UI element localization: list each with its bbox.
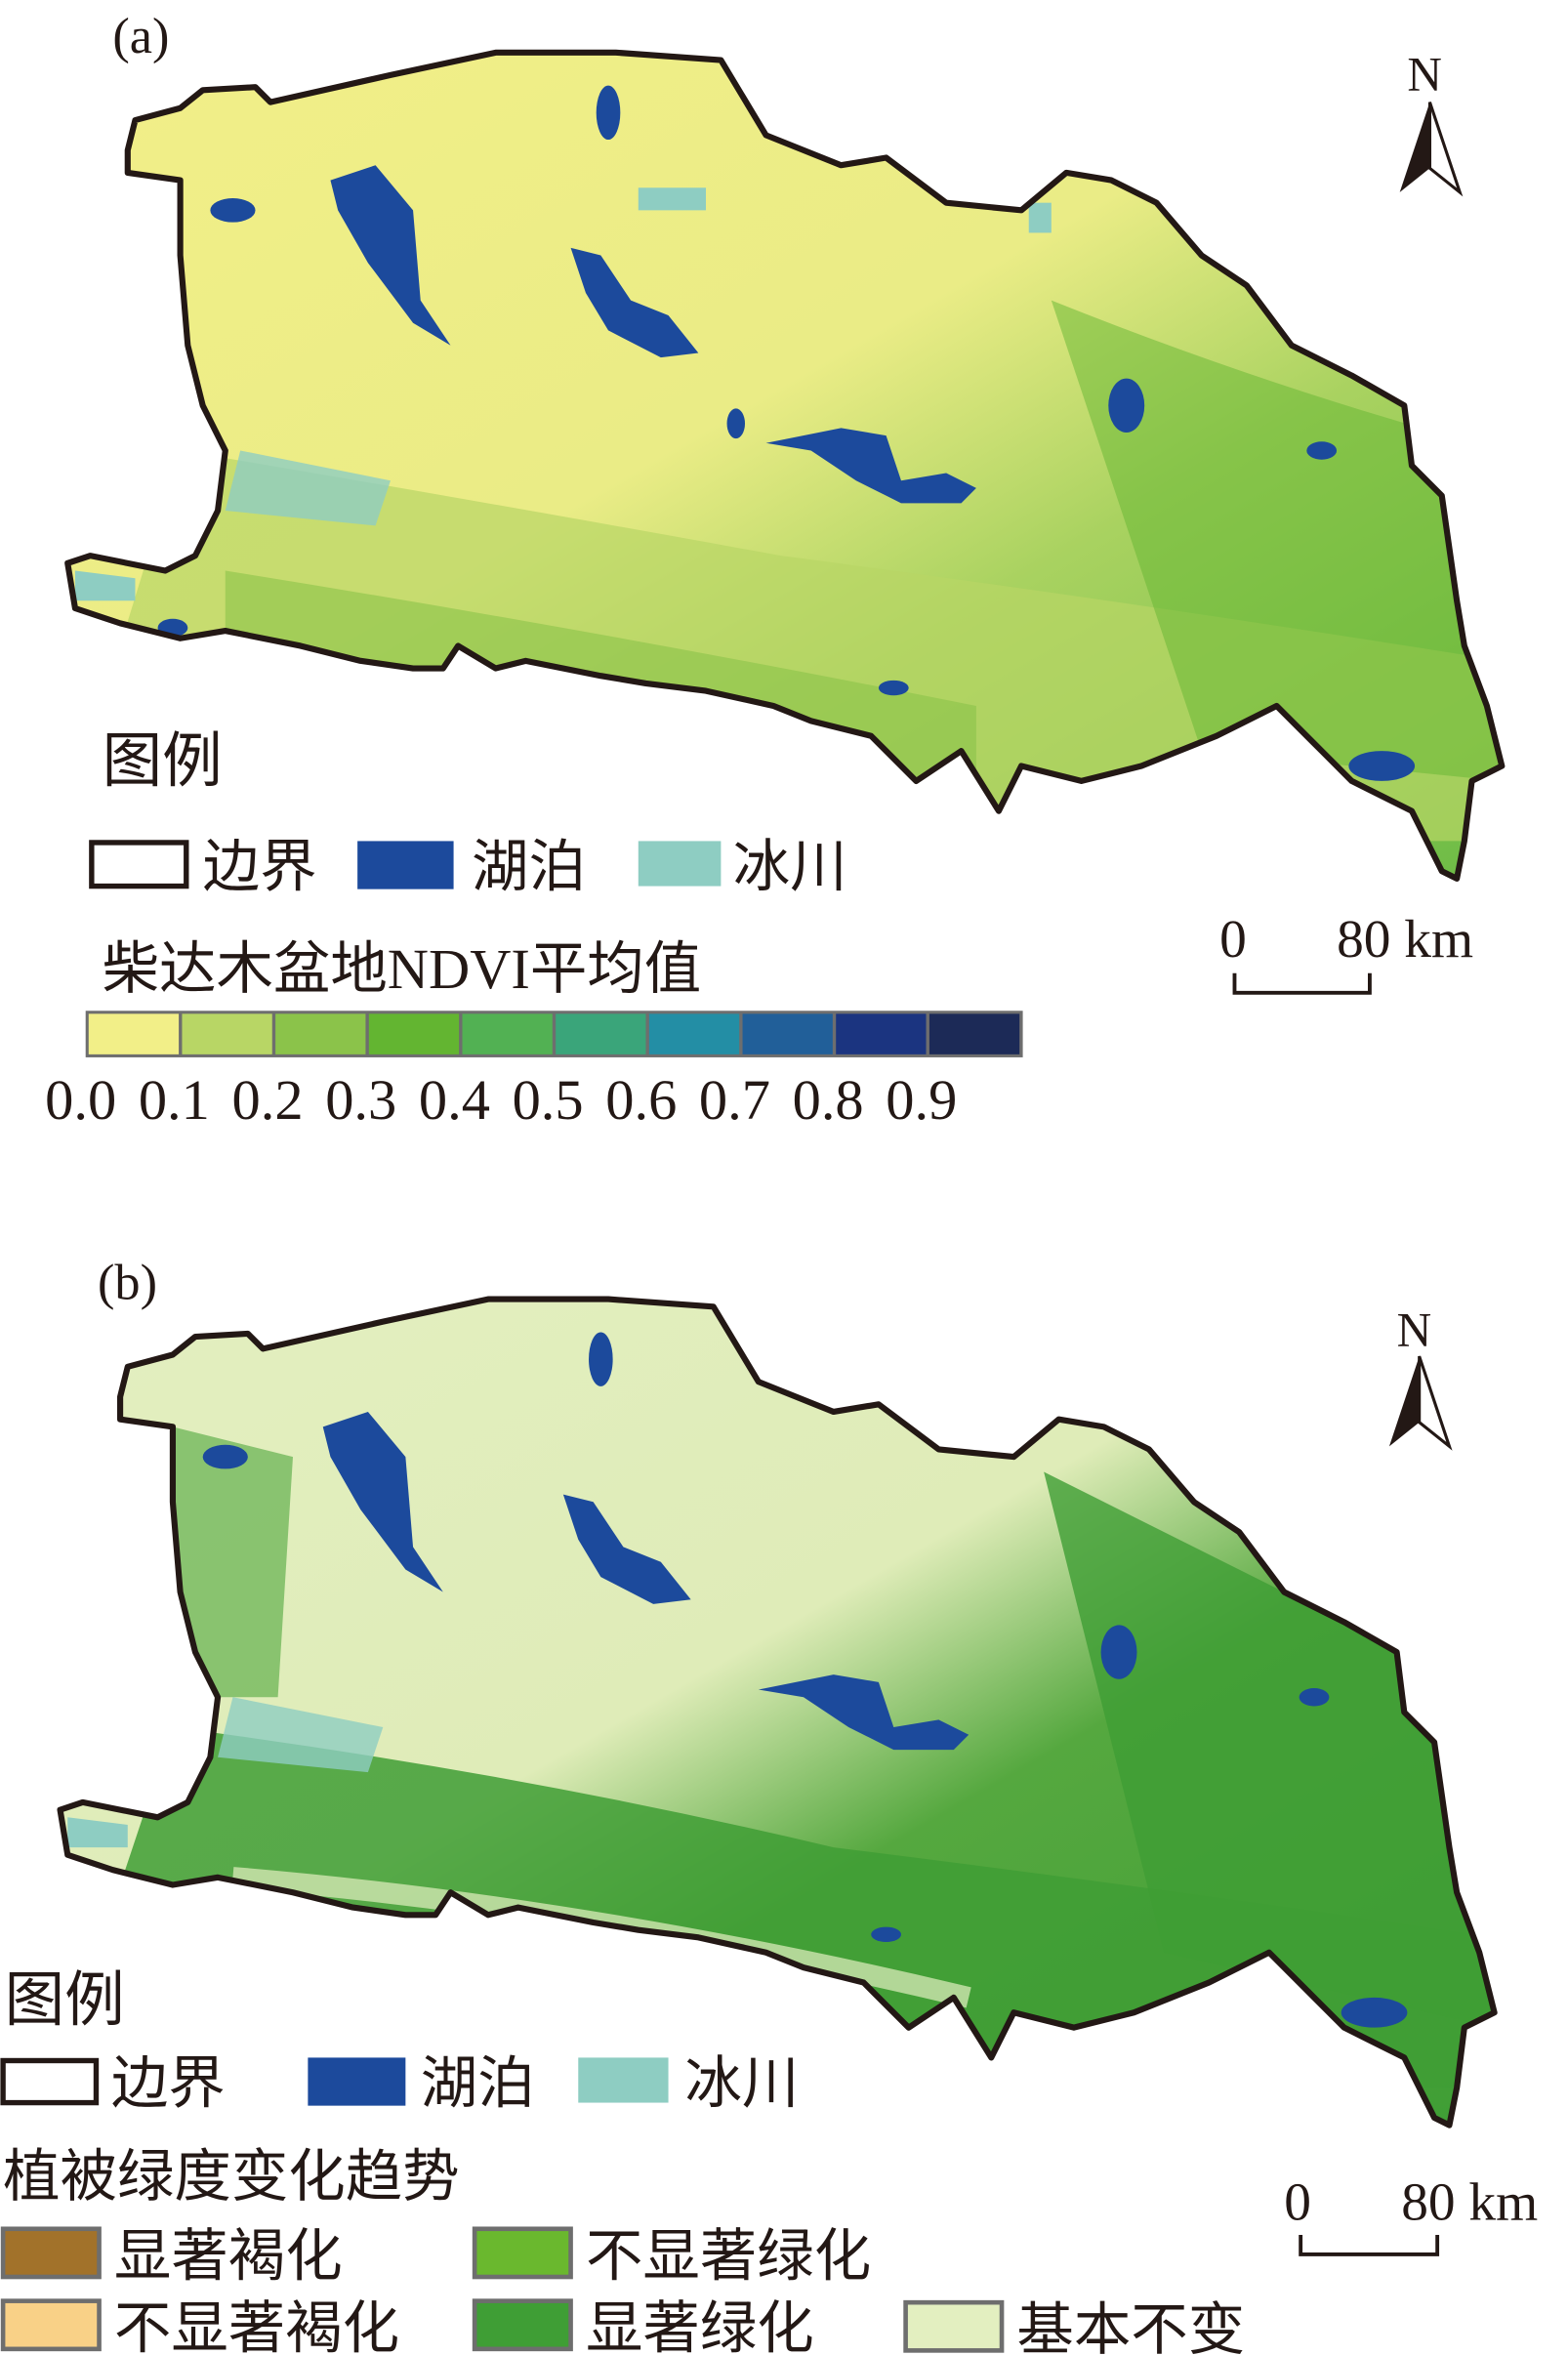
svg-text:80 km: 80 km [1337, 909, 1473, 969]
trend-map [53, 1300, 1495, 2126]
ramp-cell [648, 1013, 740, 1054]
ndvi-ramp-ticks: 0.0 0.1 0.2 0.3 0.4 0.5 0.6 0.7 0.8 0.9 [45, 1068, 957, 1132]
ramp-tick-label: 0.3 [325, 1068, 396, 1132]
trend-swatch [472, 2226, 573, 2280]
trend-label: 显著褐化 [114, 2224, 343, 2288]
trend-label: 不显著绿化 [586, 2224, 871, 2288]
legend-swatch-boundary [89, 840, 189, 889]
ndvi-map [61, 53, 1503, 879]
trend-swatch [472, 2298, 573, 2352]
ramp-cell [88, 1013, 180, 1054]
legend-swatch-lake [357, 841, 454, 889]
ramp-tick-label: 0.4 [419, 1068, 490, 1132]
panel-label: (b) [98, 1255, 157, 1311]
svg-text:冰川: 冰川 [733, 836, 847, 899]
svg-text:湖泊: 湖泊 [421, 2052, 535, 2116]
svg-text:0: 0 [1219, 909, 1247, 969]
legend-title: 图例 [5, 1967, 125, 2034]
trend-title: 植被绿度变化趋势 [3, 2145, 460, 2209]
panel-b: (b) [0, 1255, 1538, 2355]
trend-label: 显著绿化 [586, 2296, 814, 2355]
svg-text:N: N [1407, 47, 1442, 101]
ramp-cell [182, 1013, 272, 1054]
ramp-cell [556, 1013, 646, 1054]
north-arrow: N [1388, 1302, 1453, 1451]
ramp-cell [928, 1013, 1020, 1054]
ramp-cell [836, 1013, 927, 1054]
svg-text:N: N [1397, 1302, 1432, 1356]
svg-text:边界: 边界 [111, 2052, 226, 2116]
trend-label: 基本不变 [1016, 2298, 1245, 2355]
svg-text:边界: 边界 [203, 836, 317, 899]
trend-swatch [0, 2298, 102, 2352]
ramp-cell [462, 1013, 553, 1054]
trend-label: 不显著褐化 [114, 2296, 399, 2355]
scale-bar: 0 80 km [1284, 2172, 1538, 2256]
ramp-cell [275, 1013, 366, 1054]
legend-swatch-boundary [0, 2057, 100, 2106]
ramp-tick-label: 0.9 [886, 1068, 957, 1132]
panel-label: (a) [112, 8, 169, 64]
ramp-cell [368, 1013, 460, 1054]
ramp-cell [742, 1013, 833, 1054]
ndvi-color-ramp [85, 1011, 1023, 1057]
north-arrow: N [1399, 47, 1464, 197]
svg-text:80 km: 80 km [1401, 2172, 1538, 2232]
legend-swatch-glacier [578, 2057, 669, 2103]
ramp-tick-label: 0.2 [232, 1068, 304, 1132]
legend-a: 图例 边界 湖泊 冰川 柴达木盆地NDVI平均值 0.0 0.1 0.2 0.3 0.4… [45, 728, 1023, 1132]
svg-text:0: 0 [1284, 2172, 1311, 2232]
svg-text:湖泊: 湖泊 [472, 836, 586, 899]
scale-bar: 0 80 km [1219, 909, 1473, 995]
ramp-tick-label: 0.8 [793, 1068, 864, 1132]
ramp-tick-label: 0.1 [139, 1068, 210, 1132]
legend-swatch-glacier [638, 841, 722, 887]
ramp-tick-label: 0.0 [45, 1068, 116, 1132]
panel-a: (a) [45, 8, 1502, 1132]
legend-title: 图例 [103, 728, 223, 795]
trend-swatch [903, 2299, 1005, 2353]
trend-swatch [0, 2226, 102, 2280]
ramp-tick-label: 0.7 [699, 1068, 770, 1132]
ramp-tick-label: 0.6 [605, 1068, 677, 1132]
ramp-tick-label: 0.5 [513, 1068, 584, 1132]
legend-swatch-lake [308, 2057, 406, 2106]
ramp-title: 柴达木盆地NDVI平均值 [103, 937, 702, 1001]
svg-text:冰川: 冰川 [684, 2052, 799, 2116]
